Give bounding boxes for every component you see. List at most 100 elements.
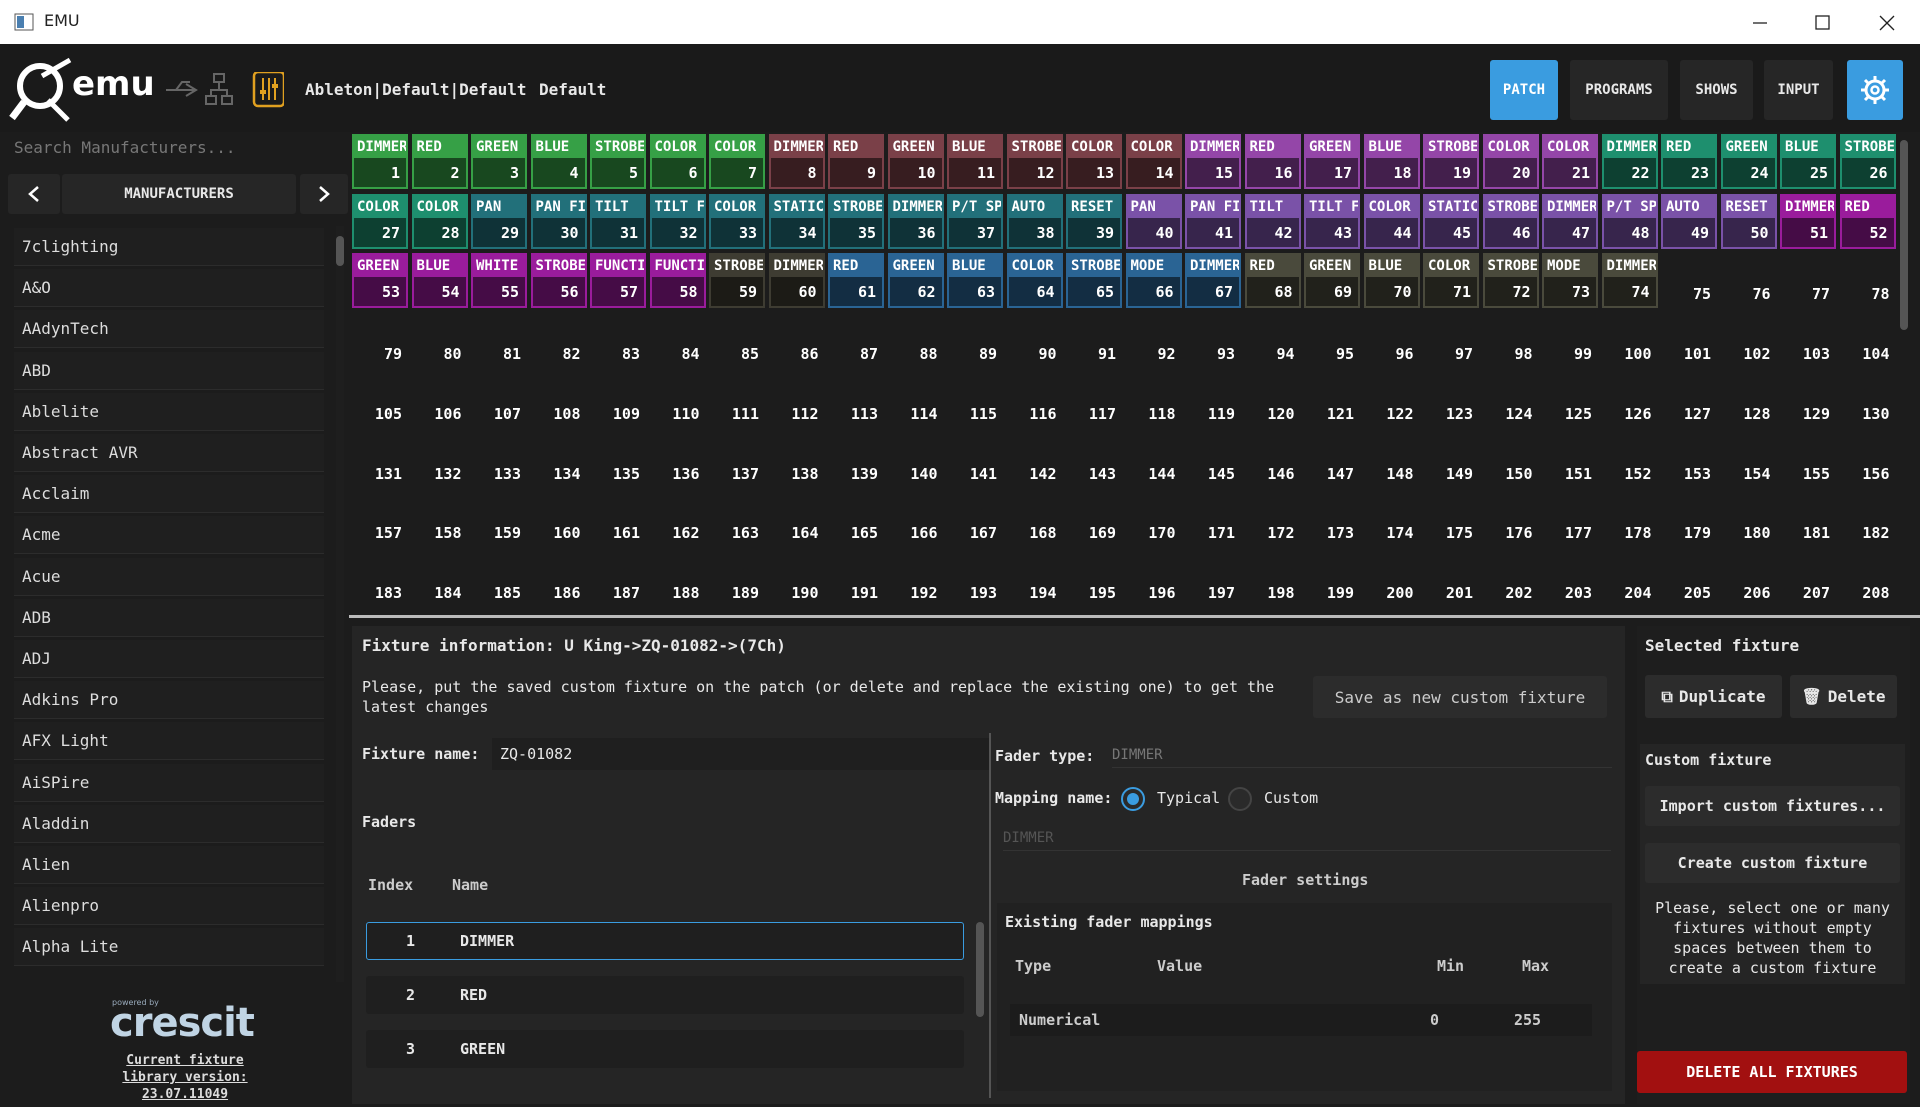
patch-cell-empty[interactable]: 158 bbox=[412, 492, 468, 547]
patch-cell-empty[interactable]: 192 bbox=[888, 552, 944, 607]
patch-cell-empty[interactable]: 175 bbox=[1423, 492, 1479, 547]
patch-cell-empty[interactable]: 130 bbox=[1840, 373, 1896, 428]
patch-cell[interactable]: RED 16 bbox=[1244, 134, 1301, 189]
patch-cell[interactable]: STATIC 34 bbox=[768, 193, 825, 249]
patch-cell[interactable]: COLOR 33 bbox=[709, 193, 765, 249]
patch-cell[interactable]: P/T SPEED 48 bbox=[1601, 193, 1658, 249]
patch-cell[interactable]: COLOR 28 bbox=[411, 193, 468, 249]
patch-cell-empty[interactable]: 99 bbox=[1542, 313, 1598, 368]
patch-cell-empty[interactable]: 144 bbox=[1126, 433, 1182, 488]
manufacturer-item[interactable]: Aladdin bbox=[14, 804, 324, 843]
patch-cell-empty[interactable]: 174 bbox=[1364, 492, 1420, 547]
radio-custom[interactable] bbox=[1227, 786, 1253, 812]
patch-cell-empty[interactable]: 155 bbox=[1780, 433, 1836, 488]
fader-row[interactable] bbox=[366, 922, 964, 960]
patch-cell-empty[interactable]: 181 bbox=[1780, 492, 1836, 547]
patch-cell[interactable]: GREEN 24 bbox=[1720, 134, 1777, 189]
patch-cell[interactable]: STROBE 46 bbox=[1482, 193, 1539, 249]
patch-cell-empty[interactable]: 207 bbox=[1780, 552, 1836, 607]
save-custom-button[interactable]: Save as new custom fixture bbox=[1313, 676, 1607, 718]
patch-cell[interactable]: GREEN 69 bbox=[1304, 253, 1360, 309]
patch-cell-empty[interactable]: 163 bbox=[709, 492, 765, 547]
patch-cell-empty[interactable]: 86 bbox=[769, 313, 825, 368]
patch-cell-empty[interactable]: 125 bbox=[1542, 373, 1598, 428]
tab-patch[interactable]: PATCH bbox=[1490, 60, 1558, 120]
patch-cell-empty[interactable]: 191 bbox=[828, 552, 884, 607]
patch-cell-empty[interactable]: 151 bbox=[1542, 433, 1598, 488]
delete-all-button[interactable]: DELETE ALL FIXTURES bbox=[1637, 1051, 1907, 1093]
patch-cell-empty[interactable]: 198 bbox=[1245, 552, 1301, 607]
manufacturer-item[interactable]: ABD bbox=[14, 351, 324, 390]
patch-cell[interactable]: BLUE 18 bbox=[1363, 134, 1420, 189]
patch-cell-empty[interactable]: 89 bbox=[947, 313, 1003, 368]
patch-cell-empty[interactable]: 120 bbox=[1245, 373, 1301, 428]
patch-cell[interactable]: COLOR 71 bbox=[1423, 253, 1479, 309]
patch-cell[interactable]: GREEN 17 bbox=[1304, 134, 1360, 189]
patch-cell-empty[interactable]: 90 bbox=[1007, 313, 1063, 368]
patch-cell-empty[interactable]: 189 bbox=[709, 552, 765, 607]
patch-cell-empty[interactable]: 186 bbox=[531, 552, 587, 607]
patch-cell[interactable]: RESET 50 bbox=[1720, 193, 1777, 249]
create-button[interactable]: Create custom fixture bbox=[1645, 843, 1900, 883]
patch-cell-empty[interactable]: 122 bbox=[1364, 373, 1420, 428]
patch-cell-empty[interactable]: 91 bbox=[1066, 313, 1122, 368]
patch-cell-empty[interactable]: 112 bbox=[769, 373, 825, 428]
patch-cell-empty[interactable]: 153 bbox=[1661, 433, 1717, 488]
patch-cell-empty[interactable]: 87 bbox=[828, 313, 884, 368]
fixture-name-input[interactable]: ZQ-01082 bbox=[492, 738, 990, 770]
patch-cell-empty[interactable]: 173 bbox=[1304, 492, 1360, 547]
patch-cell[interactable]: MODE 66 bbox=[1125, 253, 1182, 309]
patch-cell[interactable]: GREEN 62 bbox=[887, 253, 944, 309]
patch-cell[interactable]: DIMMER 74 bbox=[1601, 253, 1658, 309]
fader-type-select[interactable]: DIMMER bbox=[1112, 747, 1612, 768]
patch-cell[interactable]: RED 68 bbox=[1244, 253, 1301, 309]
manufacturer-item[interactable]: AiSPire bbox=[14, 763, 324, 802]
patch-cell[interactable]: GREEN 10 bbox=[887, 134, 944, 189]
patch-cell-empty[interactable]: 195 bbox=[1066, 552, 1122, 607]
patch-cell[interactable]: BLUE 25 bbox=[1780, 134, 1836, 189]
patch-cell-empty[interactable]: 77 bbox=[1780, 253, 1836, 308]
next-button[interactable] bbox=[300, 174, 348, 214]
patch-cell-empty[interactable]: 197 bbox=[1185, 552, 1241, 607]
patch-cell-empty[interactable]: 196 bbox=[1126, 552, 1182, 607]
patch-cell-empty[interactable]: 119 bbox=[1185, 373, 1241, 428]
patch-cell[interactable]: DIMMER 8 bbox=[768, 134, 825, 189]
patch-cell-empty[interactable]: 193 bbox=[947, 552, 1003, 607]
patch-cell[interactable]: AUTO 49 bbox=[1661, 193, 1717, 249]
search-manufacturers[interactable]: Search Manufacturers... bbox=[14, 138, 236, 157]
patch-cell-empty[interactable]: 166 bbox=[888, 492, 944, 547]
patch-cell-empty[interactable]: 78 bbox=[1840, 253, 1896, 308]
patch-cell-empty[interactable]: 98 bbox=[1483, 313, 1539, 368]
patch-cell[interactable]: DIMMER 67 bbox=[1185, 253, 1241, 309]
patch-cell-empty[interactable]: 107 bbox=[471, 373, 527, 428]
patch-cell[interactable]: STROBE 5 bbox=[590, 134, 646, 189]
manufacturer-item[interactable]: Acue bbox=[14, 557, 324, 596]
patch-cell-empty[interactable]: 160 bbox=[531, 492, 587, 547]
patch-cell[interactable]: RED 9 bbox=[828, 134, 884, 189]
patch-cell[interactable]: PAN 40 bbox=[1125, 193, 1182, 249]
patch-cell-empty[interactable]: 121 bbox=[1304, 373, 1360, 428]
patch-cell-empty[interactable]: 101 bbox=[1661, 313, 1717, 368]
settings-button[interactable] bbox=[1847, 60, 1903, 120]
patch-cell[interactable]: COLOR 14 bbox=[1125, 134, 1182, 189]
patch-cell[interactable]: COLOR 7 bbox=[709, 134, 765, 189]
patch-cell-empty[interactable]: 92 bbox=[1126, 313, 1182, 368]
patch-cell-empty[interactable]: 182 bbox=[1840, 492, 1896, 547]
manufacturer-item[interactable]: Acclaim bbox=[14, 475, 324, 514]
patch-cell-empty[interactable]: 188 bbox=[650, 552, 706, 607]
patch-cell[interactable]: DIMMER 1 bbox=[352, 134, 408, 189]
patch-cell[interactable]: WHITE 55 bbox=[471, 253, 527, 309]
patch-cell-empty[interactable]: 159 bbox=[471, 492, 527, 547]
patch-cell-empty[interactable]: 110 bbox=[650, 373, 706, 428]
patch-cell-empty[interactable]: 131 bbox=[352, 433, 408, 488]
manufacturer-item[interactable]: ADJ bbox=[14, 640, 324, 678]
patch-cell-empty[interactable]: 178 bbox=[1602, 492, 1658, 547]
manufacturer-item[interactable]: Adkins Pro bbox=[14, 681, 324, 720]
patch-cell-empty[interactable]: 117 bbox=[1066, 373, 1122, 428]
patch-cell-empty[interactable]: 200 bbox=[1364, 552, 1420, 607]
patch-cell-empty[interactable]: 199 bbox=[1304, 552, 1360, 607]
patch-cell[interactable]: COLOR 6 bbox=[649, 134, 706, 189]
patch-cell-empty[interactable]: 138 bbox=[769, 433, 825, 488]
patch-cell-empty[interactable]: 124 bbox=[1483, 373, 1539, 428]
patch-cell-empty[interactable]: 169 bbox=[1066, 492, 1122, 547]
